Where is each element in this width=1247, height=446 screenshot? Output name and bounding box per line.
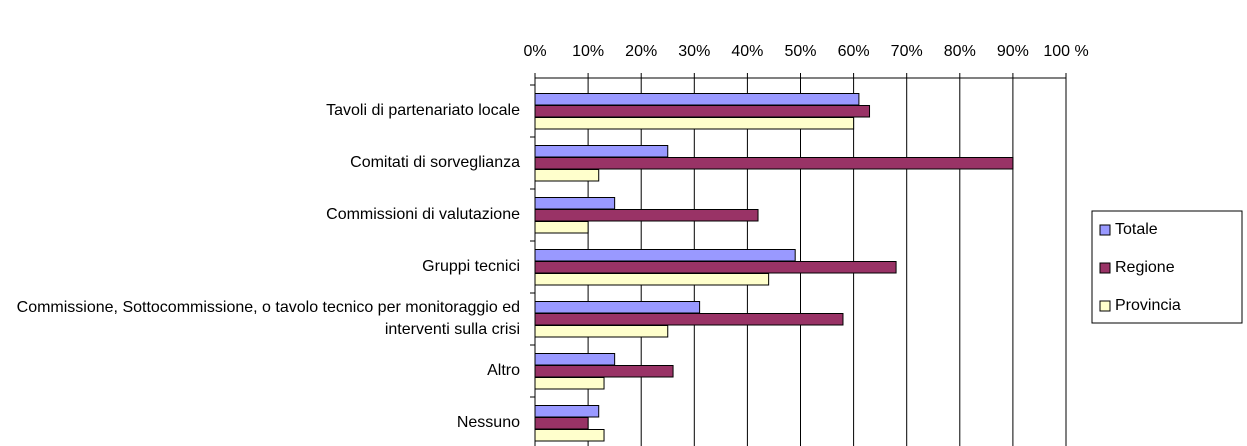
legend-swatch xyxy=(1099,300,1111,312)
x-tick-label: 30% xyxy=(678,43,710,60)
x-tick-label: 90% xyxy=(997,43,1029,60)
bar xyxy=(534,197,616,210)
bar xyxy=(534,145,669,158)
x-tick-label: 60% xyxy=(838,43,870,60)
y-tick-label: Altro xyxy=(487,362,520,379)
legend-swatch xyxy=(1099,262,1111,274)
bar xyxy=(534,157,1014,170)
y-tick-label: Tavoli di partenariato locale xyxy=(326,102,520,119)
bar xyxy=(534,273,770,286)
bar xyxy=(534,249,796,262)
bar xyxy=(534,169,600,182)
legend-label: Totale xyxy=(1115,221,1158,238)
x-tick-label: 50% xyxy=(784,43,816,60)
y-tick-label: Commissioni di valutazione xyxy=(326,206,520,223)
legend-label: Regione xyxy=(1115,259,1175,276)
bar xyxy=(534,353,616,366)
bar xyxy=(534,261,897,274)
x-tick-label: 20% xyxy=(625,43,657,60)
bar xyxy=(534,325,669,338)
x-tick-label: 100 % xyxy=(1043,43,1088,60)
y-tick-label: Comitati di sorveglianza xyxy=(350,154,520,171)
bar xyxy=(534,313,844,326)
bar xyxy=(534,301,701,314)
y-tick-label: Nessuno xyxy=(456,414,520,431)
bar xyxy=(534,405,600,418)
x-tick-label: 0% xyxy=(523,43,546,60)
bar xyxy=(534,105,871,118)
x-tick-label: 80% xyxy=(944,43,976,60)
legend-label: Provincia xyxy=(1115,297,1181,314)
bar xyxy=(534,93,860,106)
legend-swatch xyxy=(1099,224,1111,236)
y-tick-label: Commissione, Sottocommissione, o tavolo … xyxy=(16,299,520,338)
y-tick-label: Gruppi tecnici xyxy=(422,258,520,275)
bar xyxy=(534,221,589,234)
x-tick-label: 40% xyxy=(731,43,763,60)
bar xyxy=(534,209,759,222)
x-tick-label: 70% xyxy=(891,43,923,60)
bar xyxy=(534,117,855,130)
bar xyxy=(534,429,605,442)
bar xyxy=(534,365,674,378)
bar xyxy=(534,417,589,430)
x-tick-label: 10% xyxy=(572,43,604,60)
bar xyxy=(534,377,605,390)
legend-box xyxy=(1091,210,1243,324)
